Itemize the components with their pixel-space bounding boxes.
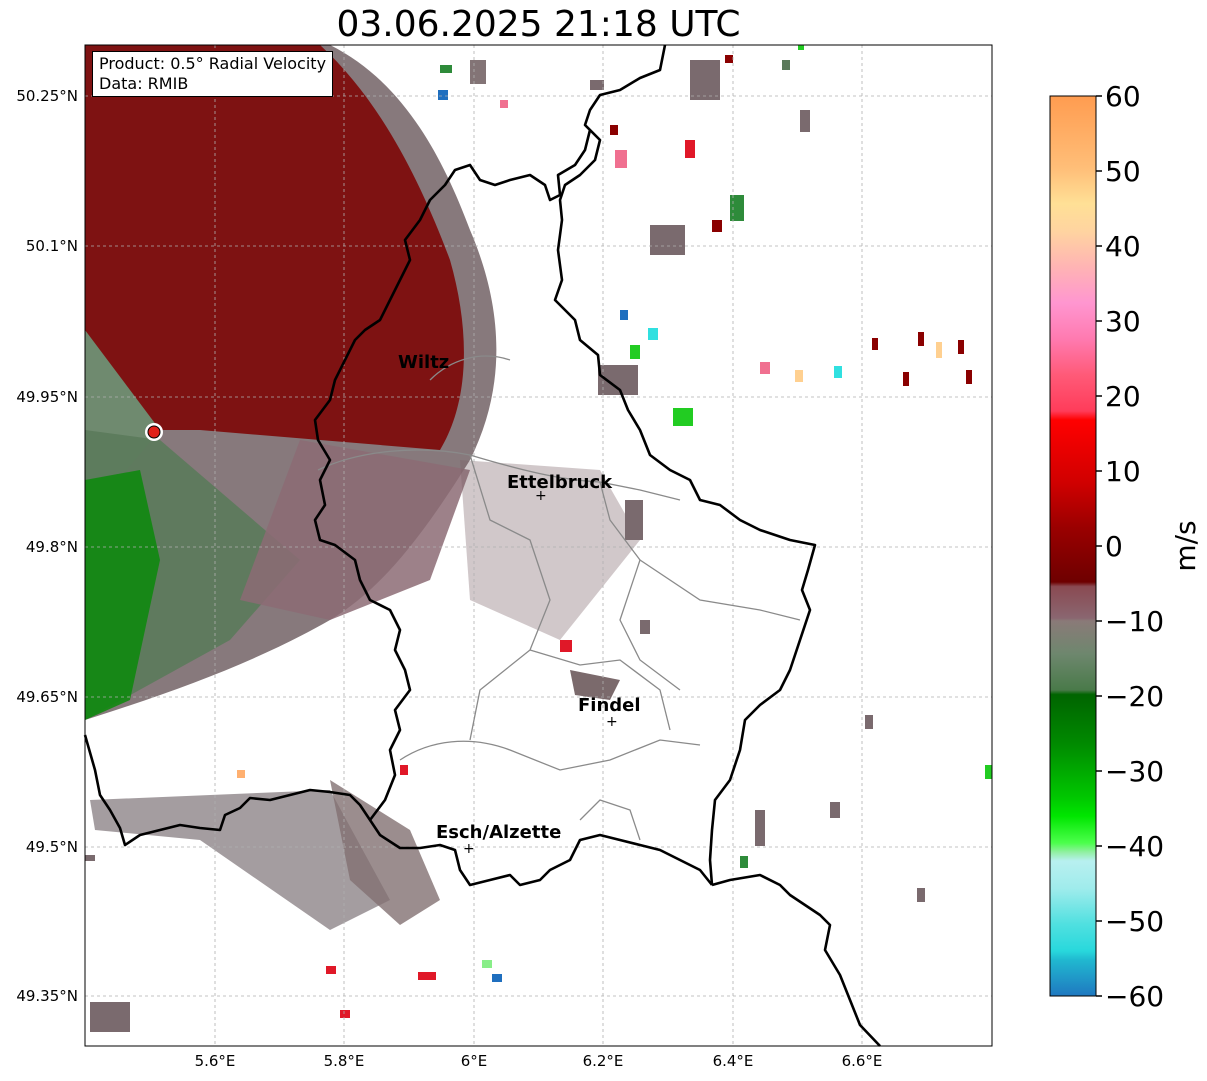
scattered-echoes	[85, 45, 992, 1032]
colorbar-tick: 40	[1105, 230, 1141, 263]
city-marker-ettelbruck: +	[535, 488, 547, 504]
colorbar-tick: 20	[1105, 380, 1141, 413]
lon-label: 6°E	[461, 1052, 488, 1070]
colorbar-tick: 0	[1105, 530, 1123, 563]
colorbar-tick: −50	[1105, 905, 1164, 938]
colorbar-unit-label: m/s	[1169, 520, 1202, 571]
city-marker-esch: +	[463, 841, 475, 857]
radar-site	[145, 423, 163, 441]
colorbar-tick: −10	[1105, 605, 1164, 638]
colorbar-tick: 60	[1105, 80, 1141, 113]
colorbar-tick: 10	[1105, 455, 1141, 488]
radar-map: Wiltz Ettelbruck + Findel + Esch/Alzette…	[16, 44, 993, 1070]
lon-label: 5.6°E	[195, 1052, 236, 1070]
lat-label: 49.35°N	[16, 987, 78, 1005]
velocity-echo-field	[85, 45, 640, 930]
lon-label: 5.8°E	[324, 1052, 365, 1070]
colorbar-tick: −40	[1105, 830, 1164, 863]
lat-label: 49.95°N	[16, 388, 78, 406]
lat-labels: 50.25°N 50.1°N 49.95°N 49.8°N 49.65°N 49…	[16, 87, 78, 1005]
city-label-ettelbruck: Ettelbruck	[507, 472, 613, 493]
colorbar-ticks: 60 50 40 30 20 10 0 −10 −20 −30 −40 −50 …	[1105, 80, 1164, 1013]
product-info-box: Product: 0.5° Radial Velocity Data: RMIB	[92, 51, 334, 97]
lon-label: 6.4°E	[713, 1052, 754, 1070]
canton-boundaries	[317, 355, 801, 841]
city-markers: Wiltz Ettelbruck + Findel + Esch/Alzette…	[398, 352, 641, 857]
lat-label: 49.5°N	[26, 838, 78, 856]
lat-label: 49.65°N	[16, 688, 78, 706]
colorbar-tick: 50	[1105, 155, 1141, 188]
city-label-findel: Findel	[578, 695, 641, 716]
colorbar-tick: −60	[1105, 980, 1164, 1013]
colorbar-tick: −20	[1105, 680, 1164, 713]
lat-label: 50.25°N	[16, 87, 78, 105]
city-marker-findel: +	[606, 714, 618, 730]
national-borders	[83, 44, 881, 1047]
colorbar-tick: −30	[1105, 755, 1164, 788]
data-source-label: Data: RMIB	[99, 74, 189, 93]
colorbar-gradient	[1049, 95, 1097, 997]
lon-label: 6.6°E	[842, 1052, 883, 1070]
map-title: 03.06.2025 21:18 UTC	[336, 4, 741, 45]
lat-label: 50.1°N	[26, 237, 78, 255]
product-label: Product: 0.5° Radial Velocity	[99, 54, 327, 73]
city-label-wiltz: Wiltz	[398, 352, 449, 373]
lat-label: 49.8°N	[26, 538, 78, 556]
colorbar-tick: 30	[1105, 305, 1141, 338]
map-frame	[84, 44, 993, 1047]
lon-label: 6.2°E	[583, 1052, 624, 1070]
city-label-esch: Esch/Alzette	[436, 822, 561, 843]
lon-labels: 5.6°E 5.8°E 6°E 6.2°E 6.4°E 6.6°E	[195, 1052, 883, 1070]
